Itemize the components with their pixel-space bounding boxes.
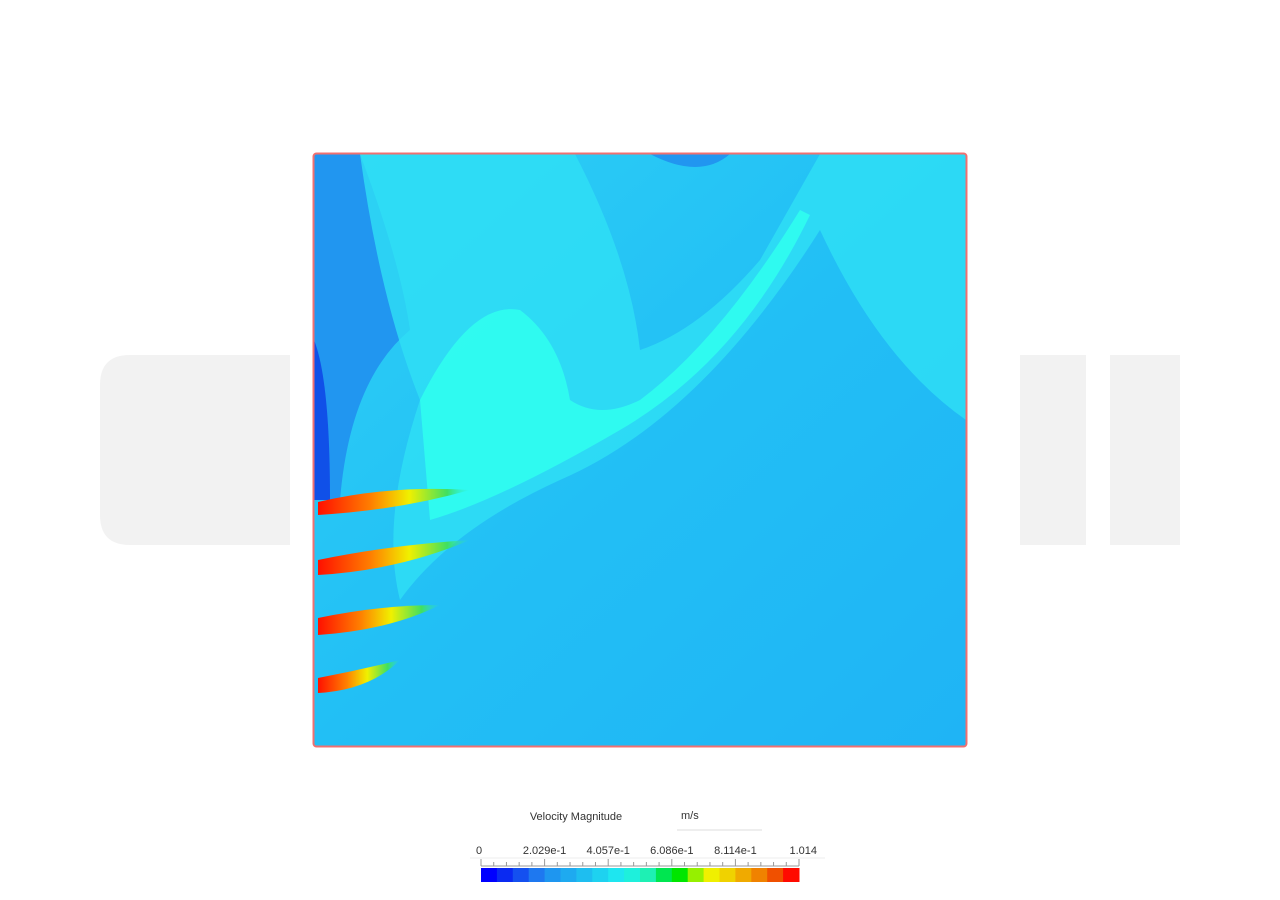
- jets: [318, 488, 470, 693]
- legend: Velocity Magnitude m/s 0 2.029e-1 4.057e-1…: [470, 810, 825, 882]
- tick-label: 8.114e-1: [714, 845, 757, 857]
- colorbar-segment: [735, 868, 752, 882]
- tick-label: 4.057e-1: [586, 845, 629, 857]
- colorbar-segment: [512, 868, 530, 882]
- tick-label: 2.029e-1: [523, 845, 566, 857]
- domain-border: [312, 152, 968, 748]
- colorbar-segment: [560, 868, 577, 882]
- colorbar-segment: [703, 868, 720, 882]
- colorbar-segment: [687, 868, 705, 882]
- colorbar-segment: [640, 868, 657, 882]
- legend-title: Velocity Magnitude: [530, 811, 622, 823]
- colorbar-segment: [496, 868, 514, 882]
- colorbar-segment: [608, 868, 625, 882]
- tick-label: 6.086e-1: [650, 845, 693, 857]
- colorbar-segment: [576, 868, 593, 882]
- tick-label: 0: [476, 845, 482, 857]
- simulation-domain: [314, 154, 966, 746]
- colorbar-segment: [751, 868, 768, 882]
- colorbar-segment: [544, 868, 561, 882]
- colorbar-segment: [655, 868, 673, 882]
- watermark: [100, 355, 1180, 545]
- colorbar-segment: [783, 868, 800, 882]
- colorbar-segment: [719, 868, 736, 882]
- colorbar-segment: [528, 868, 546, 882]
- legend-unit: m/s: [681, 810, 699, 822]
- colorbar-segment: [671, 868, 689, 882]
- colorbar-segment: [767, 868, 784, 882]
- colorbar-segment: [592, 868, 609, 882]
- colorbar-segment: [624, 868, 641, 882]
- colorbar-segment: [481, 868, 498, 882]
- tick-label: 1.014: [789, 845, 817, 857]
